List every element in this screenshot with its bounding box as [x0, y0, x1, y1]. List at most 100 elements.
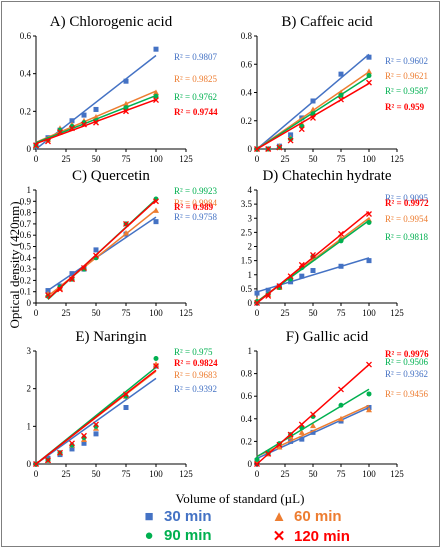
y-tick-label: 0.6: [241, 391, 253, 401]
series-120-min: R² = 0.9972: [254, 198, 429, 306]
r-squared-label: R² = 0.9456: [385, 389, 429, 399]
series-60-min: R² = 0.9456: [254, 389, 429, 464]
r-squared-label: R² = 0.9587: [385, 86, 429, 96]
x-tick-label: 100: [149, 469, 163, 479]
triangle-marker-icon: ▲: [271, 508, 287, 525]
legend-item-120min: ✕ 120 min: [270, 527, 350, 546]
data-point: [123, 105, 129, 111]
r-squared-label: R² = 0.9954: [385, 214, 429, 224]
x-tick-label: 50: [309, 154, 319, 164]
data-point: [81, 112, 87, 118]
data-point: [310, 106, 316, 112]
trendline: [256, 82, 370, 150]
trendline: [35, 377, 157, 465]
data-point: [123, 405, 129, 410]
data-point: [153, 97, 159, 103]
panel-d-chatechin-hydrate: D) Chatechin hydrate 0 0.5 1 1.5 2 2.5 3 3.5 4 0 25…: [241, 168, 429, 318]
y-tick-label: 0.6: [20, 230, 32, 240]
r-squared-label: R² = 0.9984: [174, 198, 218, 208]
data-point: [254, 456, 260, 462]
legend-label: 90 min: [164, 527, 212, 544]
y-tick-label: 3: [248, 213, 253, 223]
x-tick-label: 125: [179, 154, 193, 164]
x-tick-label: 125: [179, 469, 193, 479]
y-tick-label: 0: [27, 459, 32, 469]
y-tick-label: 0.8: [241, 31, 253, 41]
data-point: [298, 261, 305, 268]
data-point: [45, 457, 51, 464]
data-point: [69, 125, 75, 132]
data-point: [81, 121, 87, 128]
y-tick-label: 0.8: [241, 369, 253, 379]
r-squared-label: R² = 0.9824: [174, 358, 218, 368]
x-tick-label: 75: [337, 469, 347, 479]
y-tick-label: 0.6: [241, 59, 253, 69]
data-point: [338, 402, 344, 408]
y-tick-label: 0.2: [20, 275, 31, 285]
trendline: [256, 257, 370, 293]
data-point: [69, 440, 75, 447]
data-point: [123, 220, 129, 227]
r-squared-label: R² = 0.9602: [385, 56, 428, 66]
y-tick-label: 2.5: [241, 227, 253, 237]
data-point: [366, 361, 372, 368]
y-tick-label: 0: [27, 144, 32, 154]
data-point: [93, 421, 99, 428]
series-90-min: R² = 0.9762: [33, 92, 217, 148]
chart-title: E) Naringin: [75, 329, 147, 345]
data-point: [93, 247, 99, 253]
r-squared-label: R² = 0.9744: [174, 107, 218, 117]
data-point: [81, 265, 87, 271]
x-tick-label: 50: [92, 154, 102, 164]
r-squared-label: R² = 0.9818: [385, 232, 429, 242]
x-tick-label: 75: [122, 154, 132, 164]
r-squared-label: R² = 0.9762: [174, 92, 217, 102]
data-point: [287, 431, 294, 438]
trendline: [35, 369, 157, 465]
x-tick-label: 0: [34, 154, 39, 164]
x-axis-label: Volume of standard (µL): [176, 491, 305, 506]
x-tick-label: 75: [337, 308, 347, 318]
data-point: [338, 230, 344, 237]
chart-title: B) Caffeic acid: [281, 14, 373, 30]
data-point: [276, 444, 283, 450]
y-tick-label: 1: [248, 346, 253, 356]
r-squared-label: R² = 0.9683: [174, 370, 218, 380]
data-point: [33, 461, 39, 467]
y-tick-label: 0.3: [20, 264, 32, 274]
cross-marker-icon: ✕: [272, 528, 286, 545]
data-point: [69, 118, 75, 124]
data-point: [153, 363, 159, 370]
data-point: [366, 391, 372, 397]
r-squared-label: R² = 0.989: [174, 202, 214, 212]
legend-item-90min: ● 90 min: [140, 527, 212, 544]
x-tick-label: 25: [62, 154, 72, 164]
trendline: [47, 199, 157, 300]
data-point: [310, 429, 316, 435]
x-tick-label: 100: [362, 308, 376, 318]
y-tick-label: 0.4: [20, 69, 32, 79]
data-point: [298, 421, 305, 428]
y-tick-label: 2: [248, 242, 253, 252]
data-point: [265, 287, 271, 293]
x-tick-label: 75: [122, 469, 132, 479]
panel-c-quercetin: C) Quercetin00.10.20.30.40.50.60.70.80.9…: [20, 168, 218, 318]
data-point: [366, 258, 372, 264]
legend-item-30min: ■ 30 min: [140, 508, 211, 525]
x-tick-label: 0: [255, 154, 260, 164]
data-point: [276, 441, 283, 448]
data-point: [33, 142, 39, 149]
data-point: [57, 286, 63, 293]
y-tick-label: 1: [248, 270, 253, 280]
data-point: [153, 198, 159, 205]
data-point: [310, 252, 316, 258]
y-tick-label: 4: [248, 185, 253, 195]
data-point: [338, 96, 344, 103]
data-point: [153, 219, 159, 225]
x-tick-label: 100: [149, 154, 163, 164]
data-point: [57, 129, 63, 136]
data-point: [265, 450, 272, 457]
panel-b-caffeic-acid: B) Caffeic acid 0 0.2 0.4 0.6 0.8 0 25 50 75 100 12…: [241, 14, 429, 164]
x-tick-label: 25: [281, 154, 291, 164]
